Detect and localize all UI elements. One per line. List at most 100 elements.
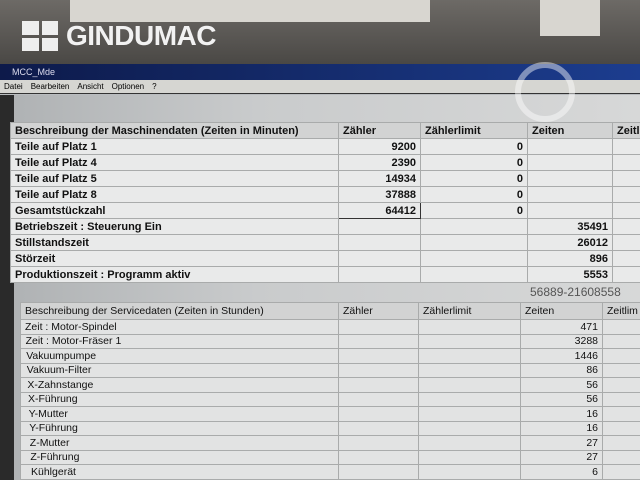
table-row[interactable]: Z-Mutter 27 xyxy=(20,435,640,451)
row-label: Y-Führung xyxy=(20,420,339,436)
window-titlebar: MCC_Mde xyxy=(0,64,640,80)
column-header[interactable]: Zählerlimit xyxy=(420,122,528,139)
cell-value xyxy=(602,319,640,335)
cell-value xyxy=(612,234,640,251)
cell-value: 6 xyxy=(520,464,603,480)
cell-value xyxy=(527,138,613,155)
cell-value xyxy=(338,218,421,235)
monitor-bezel: GINDUMAC xyxy=(0,0,640,64)
cell-value: 16 xyxy=(520,420,603,436)
table-row[interactable]: Stillstandszeit 26012 xyxy=(10,234,640,251)
menu-bearbeiten[interactable]: Bearbeiten xyxy=(30,82,70,91)
service-data-table: Beschreibung der Servicedaten (Zeiten in… xyxy=(20,302,640,480)
cell-value xyxy=(418,348,521,364)
menu-ansicht[interactable]: Ansicht xyxy=(77,82,104,91)
cell-value xyxy=(418,333,521,349)
row-label: Teile auf Platz 1 xyxy=(10,138,339,155)
table-row[interactable]: Teile auf Platz 8 37888 0 xyxy=(10,186,640,203)
table-row[interactable]: X-Zahnstange 56 xyxy=(20,377,640,393)
table-row[interactable]: Gesamtstückzahl 64412 0 xyxy=(10,202,640,219)
table-row[interactable]: Kühlgerät 6 xyxy=(20,464,640,480)
cell-value xyxy=(602,449,640,465)
gear-watermark-icon xyxy=(515,62,575,122)
table-row[interactable]: Z-Führung 27 xyxy=(20,449,640,465)
column-header[interactable]: Zeitlim xyxy=(602,302,640,320)
cell-value xyxy=(612,154,640,171)
cell-value xyxy=(338,333,419,349)
table-row[interactable]: Produktionszeit : Programm aktiv 5553 xyxy=(10,266,640,283)
cell-value xyxy=(527,154,613,171)
table-row[interactable]: X-Führung 56 xyxy=(20,391,640,407)
menu-datei[interactable]: Datei xyxy=(4,82,23,91)
cell-value: 37888 xyxy=(338,186,421,203)
cell-value: 14934 xyxy=(338,170,421,187)
column-header[interactable]: Zähler xyxy=(338,122,421,139)
cell-value xyxy=(418,362,521,378)
cell-value: 896 xyxy=(527,250,613,267)
column-header[interactable]: Beschreibung der Maschinendaten (Zeiten … xyxy=(10,122,339,139)
cell-value: 3288 xyxy=(520,333,603,349)
machine-data-table: Beschreibung der Maschinendaten (Zeiten … xyxy=(10,122,640,283)
row-label: Z-Mutter xyxy=(20,435,339,451)
listing-id: 56889-21608558 xyxy=(530,285,621,299)
table-row[interactable]: Zeit : Motor-Fräser 1 3288 xyxy=(20,333,640,349)
cell-value xyxy=(602,406,640,422)
cell-value: 0 xyxy=(420,186,528,203)
table-row[interactable]: Teile auf Platz 5 14934 0 xyxy=(10,170,640,187)
cell-value: 0 xyxy=(420,202,528,219)
column-header[interactable]: Zähler xyxy=(338,302,419,320)
cell-value xyxy=(527,170,613,187)
table-row[interactable]: Zeit : Motor-Spindel 471 xyxy=(20,319,640,335)
cell-value xyxy=(612,170,640,187)
row-label: Vakuum-Filter xyxy=(20,362,339,378)
cell-value xyxy=(527,202,613,219)
cell-value xyxy=(338,377,419,393)
paper-note xyxy=(540,0,600,36)
row-label: Zeit : Motor-Spindel xyxy=(20,319,339,335)
cell-value: 0 xyxy=(420,154,528,171)
cell-value xyxy=(612,186,640,203)
cell-value xyxy=(338,406,419,422)
gindumac-logo: GINDUMAC xyxy=(22,20,217,52)
cell-value: 2390 xyxy=(338,154,421,171)
cell-value xyxy=(602,377,640,393)
cell-value xyxy=(418,406,521,422)
menu-bar: Datei Bearbeiten Ansicht Optionen ? xyxy=(0,80,640,94)
table-row[interactable]: Teile auf Platz 4 2390 0 xyxy=(10,154,640,171)
table-row[interactable]: Vakuum-Filter 86 xyxy=(20,362,640,378)
table-row[interactable]: Vakuumpumpe 1446 xyxy=(20,348,640,364)
cell-value xyxy=(612,266,640,283)
cell-value xyxy=(338,391,419,407)
window-title: MCC_Mde xyxy=(12,67,56,77)
logo-text: GINDUMAC xyxy=(66,20,217,51)
column-header[interactable]: Zeiten xyxy=(520,302,603,320)
menu-help[interactable]: ? xyxy=(152,82,157,91)
row-label: Teile auf Platz 4 xyxy=(10,154,339,171)
row-label: Teile auf Platz 8 xyxy=(10,186,339,203)
cell-value xyxy=(418,319,521,335)
column-header[interactable]: Zeiten xyxy=(527,122,613,139)
table-row[interactable]: Teile auf Platz 1 9200 0 xyxy=(10,138,640,155)
cell-value: 0 xyxy=(420,138,528,155)
table-row[interactable]: Störzeit 896 xyxy=(10,250,640,267)
cell-value: 27 xyxy=(520,449,603,465)
cell-value: 27 xyxy=(520,435,603,451)
column-header[interactable]: Zählerlimit xyxy=(418,302,521,320)
row-label: Betriebszeit : Steuerung Ein xyxy=(10,218,339,235)
cell-value: 5553 xyxy=(527,266,613,283)
table-row[interactable]: Y-Mutter 16 xyxy=(20,406,640,422)
cell-value: 16 xyxy=(520,406,603,422)
table-row[interactable]: Betriebszeit : Steuerung Ein 35491 xyxy=(10,218,640,235)
column-header[interactable]: Beschreibung der Servicedaten (Zeiten in… xyxy=(20,302,339,320)
cell-value: 26012 xyxy=(527,234,613,251)
column-header[interactable]: Zeitl xyxy=(612,122,640,139)
menu-optionen[interactable]: Optionen xyxy=(111,82,145,91)
cell-value xyxy=(338,319,419,335)
cell-value xyxy=(612,250,640,267)
cell-value xyxy=(418,435,521,451)
table-row[interactable]: Y-Führung 16 xyxy=(20,420,640,436)
cell-value: 9200 xyxy=(338,138,421,155)
cell-value xyxy=(527,186,613,203)
row-label: Produktionszeit : Programm aktiv xyxy=(10,266,339,283)
cell-value: 471 xyxy=(520,319,603,335)
